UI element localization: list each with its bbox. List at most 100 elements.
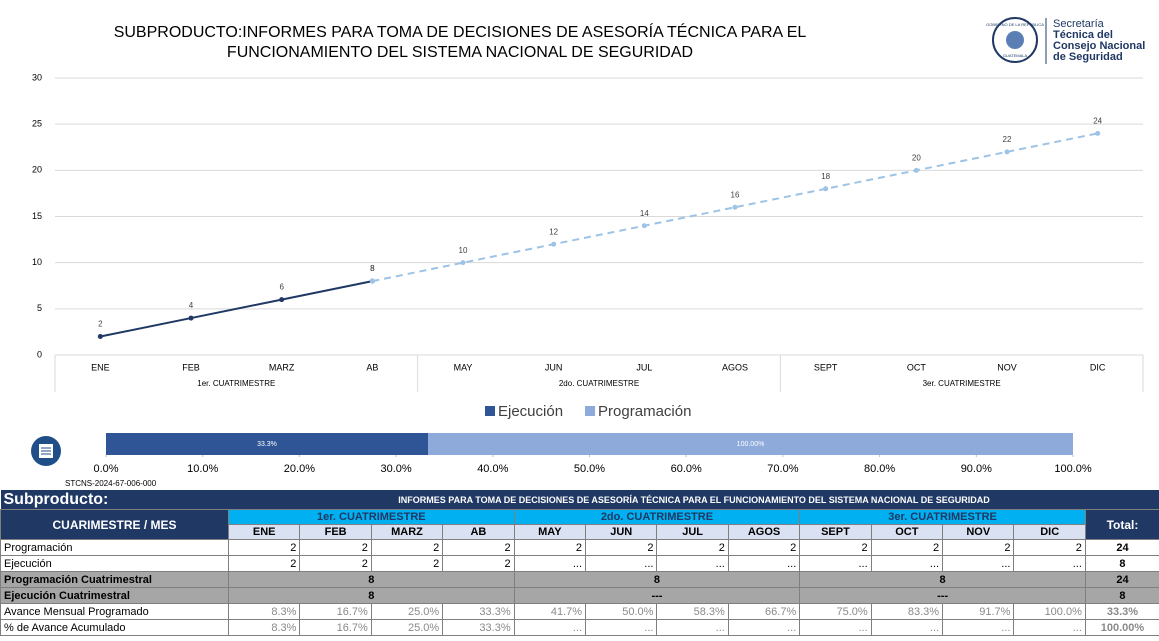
cell: 2 (370, 539, 444, 556)
cell: 25.0% (370, 603, 444, 620)
month-cell: NOV (942, 524, 1015, 540)
cell: 2 (299, 539, 372, 556)
title: SUBPRODUCTO:INFORMES PARA TOMA DE DECISI… (114, 22, 807, 41)
month-cell: MARZ (370, 524, 444, 540)
data-label: 20 (912, 153, 921, 162)
row-total: 24 (1084, 539, 1159, 556)
data-row: Programación Cuatrimestral 8 8 8 24 (0, 571, 1159, 588)
title: FUNCIONAMIENTO DEL SISTEMA NACIONAL DE S… (227, 44, 693, 61)
data-label: 4 (189, 301, 194, 310)
month-cell: AGOS (727, 524, 801, 540)
legend-label: Ejecución (498, 403, 563, 420)
cell: 83.3% (870, 603, 944, 620)
cell: 2 (370, 555, 444, 572)
cell: 66.7% (727, 603, 801, 620)
cell: 8.3% (227, 603, 301, 620)
y-tick-label: 30 (32, 72, 42, 82)
y-tick-label: 25 (32, 119, 42, 129)
data-point (460, 260, 466, 266)
data-label: 18 (821, 172, 830, 181)
cell: 50.0% (585, 603, 658, 620)
cell: --- (799, 587, 1086, 604)
legend-swatch (485, 406, 495, 416)
group-label: 3er. CUATRIMESTRE (923, 379, 1001, 388)
row-total: 8 (1084, 555, 1159, 572)
title-row: Subproducto: INFORMES PARA TOMA DE DECISI… (0, 490, 1159, 510)
cell: 91.7% (942, 603, 1015, 620)
month-cell: FEB (299, 524, 372, 540)
cell: ... (585, 555, 658, 572)
x-tick-label: 60.0% (671, 463, 702, 475)
row-label: Programación Cuatrimestral (0, 571, 229, 588)
month-cell: JUL (656, 524, 729, 540)
data-point (97, 334, 103, 340)
data-row: % de Avance Acumulado 8.3% 16.7% 25.0% 33.3%… (0, 619, 1159, 636)
cell: ... (1013, 555, 1086, 572)
cell: 8 (513, 571, 801, 588)
x-tick-label: DIC (1090, 362, 1106, 372)
logo-text: Técnica del (1053, 29, 1113, 41)
seal-emblem (1006, 31, 1024, 49)
group-label: 1er. CUATRIMESTRE (197, 379, 275, 388)
cell: 2 (870, 539, 944, 556)
x-tick-label: AB (366, 362, 378, 372)
data-label: 6 (279, 283, 284, 292)
x-tick-label: NOV (997, 362, 1017, 372)
data-label: 8 (370, 264, 375, 273)
cell: ... (942, 555, 1015, 572)
data-label: 10 (459, 246, 468, 255)
cell: 58.3% (656, 603, 729, 620)
month-row: ENE FEB MARZ AB MAY JUN JUL AGOS SEPT OCT NOV DIC (1, 524, 1159, 540)
cell: ... (585, 619, 658, 636)
x-tick-label: 70.0% (767, 463, 798, 475)
month-cell: DIC (1013, 524, 1086, 540)
x-tick-label: 50.0% (574, 463, 605, 475)
month-cell: OCT (870, 524, 944, 540)
cell: 8 (228, 587, 515, 604)
x-tick-label: ENE (91, 362, 110, 372)
cell: 75.0% (799, 603, 872, 620)
x-tick-label: FEB (182, 362, 200, 372)
cell: 16.7% (299, 619, 372, 636)
table-title: Subproducto: (0, 490, 229, 510)
cell: 2 (442, 539, 515, 556)
group-label: 2do. CUATRIMESTRE (559, 379, 639, 388)
x-tick-label: 40.0% (477, 463, 508, 475)
data-point (823, 186, 829, 192)
data-point (369, 278, 375, 284)
seal-text: GOBIERNO DE LA REPÚBLICA (986, 22, 1044, 27)
data-label: 12 (549, 227, 558, 236)
x-tick-label: 0.0% (93, 463, 118, 475)
logo-text: de Seguridad (1053, 51, 1123, 63)
cell: ... (942, 619, 1015, 636)
cell: ... (656, 619, 729, 636)
dashboard: SUBPRODUCTO:INFORMES PARA TOMA DE DECISI… (31, 17, 1145, 488)
data-point (732, 204, 738, 210)
logo-text: Secretaría (1053, 18, 1105, 30)
cell: ... (799, 619, 872, 636)
cell: 2 (1013, 539, 1086, 556)
total-header: Total: (1084, 509, 1159, 540)
cell: 33.3% (442, 619, 515, 636)
data-row: Ejecución 2 2 2 2........................ 8 (0, 555, 1159, 572)
cell: 2 (513, 539, 587, 556)
cell: 16.7% (299, 603, 372, 620)
month-cell: AB (442, 524, 515, 540)
row-label: Ejecución (0, 555, 229, 572)
table-subtitle: INFORMES PARA TOMA DE DECISIONES DE ASES… (228, 490, 1159, 510)
cell: ... (1013, 619, 1086, 636)
cell: 8 (228, 571, 515, 588)
cell: 2 (227, 539, 301, 556)
row-label: Ejecución Cuatrimestral (0, 587, 229, 604)
month-cell: JUN (585, 524, 658, 540)
cell: ... (513, 619, 587, 636)
data-point (1095, 130, 1101, 136)
cell: 25.0% (370, 619, 444, 636)
cell: 8 (799, 571, 1086, 588)
x-tick-label: JUL (636, 362, 652, 372)
data-label: 14 (640, 209, 649, 218)
row-total: 33.3% (1084, 603, 1159, 620)
x-tick-label: AGOS (722, 362, 748, 372)
cell: 2 (799, 539, 872, 556)
cell: ... (799, 555, 872, 572)
